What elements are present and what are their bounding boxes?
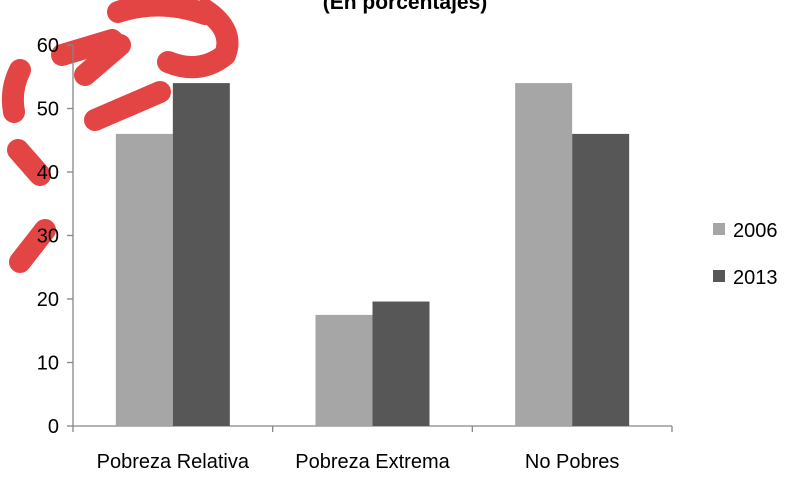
- bar-2013: [172, 83, 230, 426]
- bar-2013: [572, 133, 630, 426]
- x-category-label: No Pobres: [525, 451, 620, 473]
- watermark: [1, 0, 239, 273]
- chart-title: (En porcentajes): [323, 0, 488, 14]
- y-tick-label: 50: [37, 99, 59, 121]
- x-category-label: Pobreza Relativa: [97, 451, 250, 473]
- y-tick-label: 0: [48, 416, 59, 438]
- x-category-label: Pobreza Extrema: [295, 451, 450, 473]
- legend-label-2006: 2006: [733, 220, 778, 242]
- legend: 2006 2013: [713, 220, 778, 289]
- y-tick-label: 10: [37, 353, 59, 375]
- bar-2006: [515, 83, 573, 426]
- y-tick-label: 30: [37, 226, 59, 248]
- bar-2013: [372, 301, 430, 426]
- bar-2006: [315, 314, 373, 426]
- legend-swatch-2006: [713, 223, 725, 235]
- y-tick-label: 60: [37, 35, 59, 57]
- y-tick-label: 40: [37, 162, 59, 184]
- legend-label-2013: 2013: [733, 267, 778, 289]
- y-tick-label: 20: [37, 289, 59, 311]
- bar-2006: [115, 133, 173, 426]
- plot-area: 0 10 20 30 40 50 60 Pobreza Relativa Pobreza Ext…: [37, 35, 673, 473]
- legend-swatch-2013: [713, 270, 725, 282]
